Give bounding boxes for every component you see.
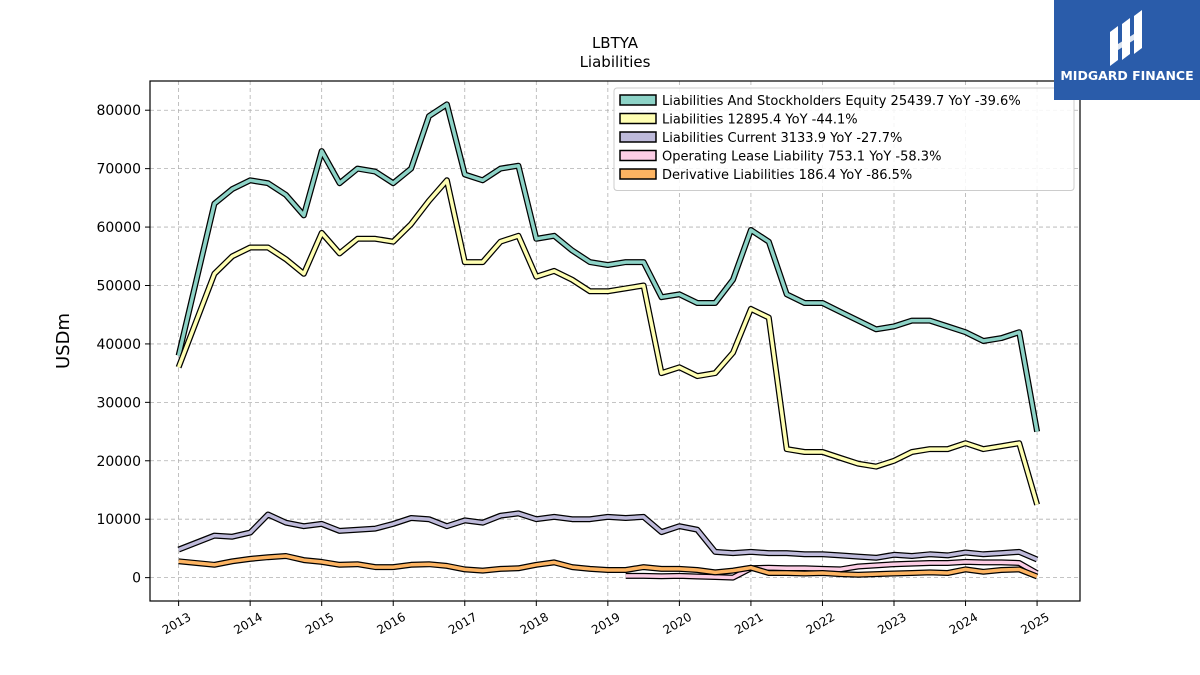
y-tick-label: 50000 [96,278,141,294]
brand-name: MIDGARD FINANCE [1060,68,1194,83]
legend-swatch [619,149,657,162]
plot-frame [149,80,1081,602]
brand-mark-icon [1110,10,1142,66]
x-tick-label: 2017 [446,610,479,637]
legend-entry: Liabilities Current 3133.9 YoY -27.7% [662,131,902,146]
x-tick-label: 2022 [804,610,837,637]
series-line [176,102,1039,432]
x-tick-label: 2023 [875,610,908,637]
x-tick-label: 2015 [303,610,336,637]
series-line [178,554,1038,579]
legend: Liabilities And Stockholders Equity 2543… [613,87,1075,191]
legend-box [613,87,1075,191]
legend-swatch [619,168,657,180]
legend-swatch [619,131,657,143]
legend-swatch [619,94,657,106]
legend-entry: Liabilities 12895.4 YoY -44.1% [662,113,858,128]
y-tick-label: 40000 [96,337,141,353]
x-tick-label: 2014 [231,610,264,637]
legend-entry: Liabilities And Stockholders Equity 2543… [662,94,1021,109]
y-tick-label: 80000 [96,103,141,119]
chart-subtitle: Liabilities [580,53,651,71]
series-layer [175,101,1041,581]
y-tick-label: 10000 [96,512,141,528]
series-line [176,178,1039,506]
series-line [177,511,1038,562]
y-tick-label: 0 [132,571,141,587]
x-tick-label: 2016 [375,610,408,637]
brand-logo: MIDGARD FINANCE [1054,0,1200,100]
legend-entry: Operating Lease Liability 753.1 YoY -58.… [662,150,941,165]
y-tick-label: 60000 [96,220,141,236]
chart-title: LBTYA [592,34,639,52]
legend-swatch [619,112,657,125]
y-tick-label: 20000 [96,454,141,470]
x-tick-label: 2025 [1018,610,1051,637]
x-tick-label: 2021 [732,610,765,637]
x-tick-label: 2018 [518,610,551,637]
y-tick-label: 30000 [96,395,141,411]
x-tick-label: 2019 [589,610,622,637]
x-tick-label: 2013 [160,610,193,637]
x-tick-label: 2020 [661,610,694,637]
x-tick-label: 2024 [947,610,980,637]
y-axis-label: USDm [53,313,74,369]
y-tick-label: 70000 [96,162,141,178]
legend-entry: Derivative Liabilities 186.4 YoY -86.5% [662,168,912,183]
series-line [625,560,1038,580]
